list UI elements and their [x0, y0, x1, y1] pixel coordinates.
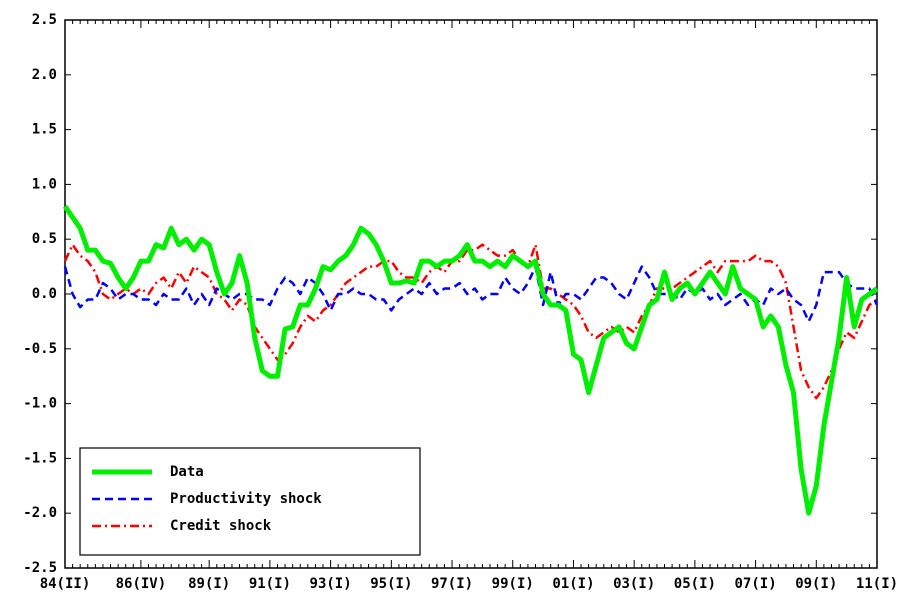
- y-tick-label: -2.5: [23, 560, 57, 576]
- x-tick-label: 11(I): [856, 576, 898, 592]
- legend: Data Productivity shock Credit shock: [79, 447, 421, 556]
- y-tick-label: 0.5: [32, 231, 57, 247]
- y-tick-label: -0.5: [23, 341, 57, 357]
- y-tick-label: -1.5: [23, 450, 57, 466]
- x-tick-label: 05(I): [674, 576, 716, 592]
- y-tick-label: -2.0: [23, 505, 57, 521]
- x-tick-label: 97(I): [431, 576, 473, 592]
- x-tick-label: 03(I): [613, 576, 655, 592]
- series-line: [63, 265, 879, 323]
- series-line: [62, 204, 879, 516]
- x-tick-label: 99(I): [492, 576, 534, 592]
- y-tick-label: 2.5: [32, 12, 57, 28]
- legend-label: Productivity shock: [170, 491, 322, 507]
- y-tick-label: -1.0: [23, 396, 57, 412]
- y-tick-label: 2.0: [32, 67, 57, 83]
- x-tick-label: 07(I): [735, 576, 777, 592]
- x-tick-label: 84(II): [40, 576, 91, 592]
- y-tick-label: 1.0: [32, 176, 57, 192]
- legend-box: [79, 447, 421, 556]
- x-tick-label: 09(I): [795, 576, 837, 592]
- y-tick-label: 1.5: [32, 122, 57, 138]
- x-tick-label: 93(I): [310, 576, 352, 592]
- x-tick-label: 91(I): [249, 576, 291, 592]
- series-line: [63, 243, 878, 400]
- x-tick-label: 86(IV): [116, 576, 167, 592]
- legend-label: Credit shock: [170, 518, 272, 534]
- x-tick-label: 95(I): [370, 576, 412, 592]
- legend-label: Data: [170, 464, 204, 480]
- x-tick-label: 01(I): [552, 576, 594, 592]
- y-tick-label: 0.0: [32, 286, 57, 302]
- x-tick-label: 89(I): [188, 576, 230, 592]
